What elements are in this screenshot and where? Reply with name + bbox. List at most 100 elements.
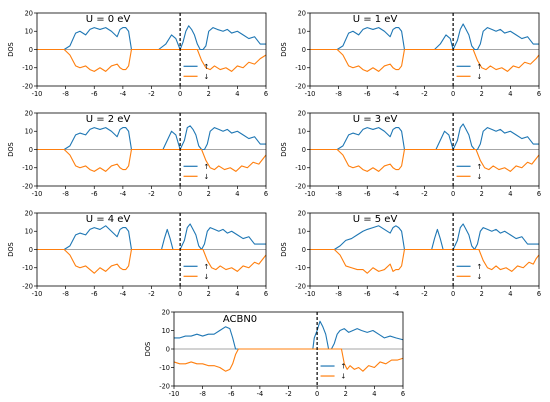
x-tick-label: 2 xyxy=(344,390,348,398)
x-tick-label: -2 xyxy=(421,90,428,98)
legend-label-up: ↑ xyxy=(204,63,210,71)
y-tick-label: 0 xyxy=(302,46,306,54)
y-tick-label: 0 xyxy=(29,246,33,254)
x-tick-label: -10 xyxy=(32,190,43,198)
x-tick-label: -4 xyxy=(393,90,400,98)
panel-title: U = 4 eV xyxy=(86,214,131,225)
x-tick-label: 4 xyxy=(235,90,239,98)
panel-title: U = 2 eV xyxy=(86,114,131,125)
legend-label-down: ↓ xyxy=(341,373,347,381)
x-tick-label: -10 xyxy=(32,90,43,98)
x-tick-label: 6 xyxy=(537,90,541,98)
y-tick-label: -20 xyxy=(22,182,33,190)
x-tick-label: -2 xyxy=(421,190,428,198)
x-tick-label: -6 xyxy=(228,390,235,398)
y-axis-label: DOS xyxy=(280,142,288,156)
x-tick-label: -2 xyxy=(285,390,292,398)
spin-up-line xyxy=(310,123,539,151)
spin-down-line xyxy=(173,348,404,372)
panel-title: U = 5 eV xyxy=(353,214,398,225)
y-tick-label: -10 xyxy=(22,64,33,72)
x-tick-label: 6 xyxy=(264,90,268,98)
y-tick-label: 20 xyxy=(162,308,170,316)
x-tick-label: -10 xyxy=(305,290,316,298)
y-tick-label: 10 xyxy=(25,128,33,136)
x-tick-label: -8 xyxy=(335,90,342,98)
x-tick-label: -4 xyxy=(120,290,127,298)
x-tick-label: 4 xyxy=(508,290,512,298)
x-tick-label: 2 xyxy=(480,290,484,298)
x-tick-label: -8 xyxy=(335,190,342,198)
x-tick-label: -4 xyxy=(120,190,127,198)
y-axis-label: DOS xyxy=(7,42,15,56)
legend-label-up: ↑ xyxy=(204,263,210,271)
x-tick-label: 0 xyxy=(178,90,182,98)
x-tick-label: 2 xyxy=(480,90,484,98)
spin-down-line xyxy=(37,48,267,72)
panel-title: U = 1 eV xyxy=(353,14,398,25)
legend-label-up: ↑ xyxy=(477,163,483,171)
x-tick-label: -6 xyxy=(364,290,371,298)
x-tick-label: 4 xyxy=(508,190,512,198)
y-tick-label: 20 xyxy=(298,209,306,217)
spin-up-line xyxy=(310,223,539,251)
y-axis-label: DOS xyxy=(144,342,152,356)
y-tick-label: 10 xyxy=(298,28,306,36)
x-tick-label: -8 xyxy=(199,390,206,398)
spin-up-line xyxy=(37,223,266,251)
x-tick-label: -6 xyxy=(91,90,98,98)
y-axis-label: DOS xyxy=(280,242,288,256)
x-tick-label: -10 xyxy=(169,390,180,398)
y-tick-label: 0 xyxy=(302,146,306,154)
y-tick-label: -20 xyxy=(159,382,170,390)
y-axis-label: DOS xyxy=(7,242,15,256)
x-tick-label: -2 xyxy=(148,290,155,298)
x-tick-label: 4 xyxy=(508,90,512,98)
spin-down-line xyxy=(310,248,540,274)
panel-title: U = 0 eV xyxy=(86,14,131,25)
x-tick-label: -10 xyxy=(305,90,316,98)
x-tick-label: -2 xyxy=(148,90,155,98)
x-tick-label: 6 xyxy=(264,190,268,198)
x-tick-label: 6 xyxy=(264,290,268,298)
y-tick-label: 20 xyxy=(298,9,306,17)
y-tick-label: 20 xyxy=(298,109,306,117)
x-tick-label: -8 xyxy=(62,190,69,198)
x-tick-label: -8 xyxy=(62,90,69,98)
x-tick-label: 4 xyxy=(372,390,376,398)
x-tick-label: -2 xyxy=(421,290,428,298)
x-tick-label: 0 xyxy=(451,190,455,198)
y-tick-label: 10 xyxy=(298,128,306,136)
spin-up-line xyxy=(37,125,266,151)
x-tick-label: 0 xyxy=(178,290,182,298)
x-tick-label: 6 xyxy=(401,390,405,398)
y-tick-label: -20 xyxy=(22,282,33,290)
y-axis-label: DOS xyxy=(280,42,288,56)
y-tick-label: -10 xyxy=(159,364,170,372)
y-tick-label: -20 xyxy=(22,82,33,90)
y-tick-label: 0 xyxy=(29,146,33,154)
x-tick-label: -4 xyxy=(257,390,264,398)
legend-label-up: ↑ xyxy=(204,163,210,171)
x-tick-label: 2 xyxy=(207,190,211,198)
legend-label-down: ↓ xyxy=(477,273,483,281)
legend-label-down: ↓ xyxy=(204,73,210,81)
x-tick-label: 6 xyxy=(537,190,541,198)
y-tick-label: 10 xyxy=(25,228,33,236)
legend-label-down: ↓ xyxy=(477,173,483,181)
y-tick-label: -20 xyxy=(295,182,306,190)
y-tick-label: -10 xyxy=(295,64,306,72)
y-tick-label: -10 xyxy=(295,164,306,172)
y-tick-label: -10 xyxy=(22,264,33,272)
y-tick-label: -20 xyxy=(295,282,306,290)
x-tick-label: -4 xyxy=(393,290,400,298)
spin-up-line xyxy=(37,25,266,51)
legend-label-down: ↓ xyxy=(477,73,483,81)
x-tick-label: -6 xyxy=(364,90,371,98)
